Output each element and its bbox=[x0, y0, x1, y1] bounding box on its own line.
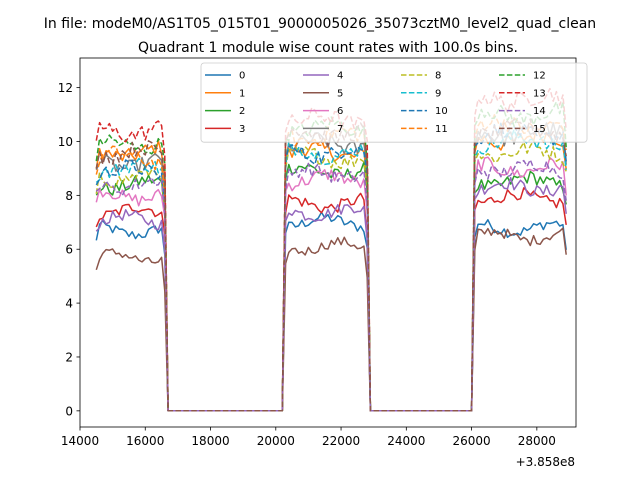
x-tick-label: 24000 bbox=[387, 434, 425, 448]
axes: 14000 16000 18000 20000 22000 24000 26000 28000… bbox=[58, 57, 577, 448]
x-tick-label: 22000 bbox=[322, 434, 360, 448]
legend-label-12: 12 bbox=[533, 71, 546, 82]
series-line-6 bbox=[95, 156, 567, 412]
series-line-9 bbox=[95, 128, 567, 412]
legend-label-11: 11 bbox=[435, 124, 448, 135]
x-tick-label: 16000 bbox=[126, 434, 164, 448]
series-line-0 bbox=[95, 211, 567, 412]
y-tick-label: 10 bbox=[58, 135, 73, 149]
legend-label-5: 5 bbox=[337, 88, 343, 99]
legend-label-14: 14 bbox=[533, 106, 546, 117]
x-tick-label: 20000 bbox=[257, 434, 295, 448]
legend-label-9: 9 bbox=[435, 88, 441, 99]
legend-label-6: 6 bbox=[337, 106, 343, 117]
y-tick-label: 12 bbox=[58, 81, 73, 95]
y-tick-label: 0 bbox=[65, 404, 73, 418]
figure-suptitle: In file: modeM0/AS1T05_015T01_9000005026… bbox=[44, 16, 596, 32]
legend-label-7: 7 bbox=[337, 124, 343, 135]
y-tick-label: 4 bbox=[65, 297, 73, 311]
x-tick-label: 14000 bbox=[61, 434, 99, 448]
axes-frame bbox=[79, 57, 577, 428]
series-line-8 bbox=[95, 139, 567, 412]
x-tick-label: 18000 bbox=[191, 434, 229, 448]
y-tick-label: 6 bbox=[65, 243, 73, 257]
x-axis-offset-label: +3.858e8 bbox=[516, 455, 575, 469]
legend-label-13: 13 bbox=[533, 88, 546, 99]
chart-title: Quadrant 1 module wise count rates with … bbox=[138, 40, 518, 56]
legend-box bbox=[200, 62, 588, 143]
y-tick-label: 8 bbox=[65, 189, 73, 203]
legend-label-2: 2 bbox=[239, 106, 245, 117]
legend-label-10: 10 bbox=[435, 106, 448, 117]
legend-label-0: 0 bbox=[239, 71, 245, 82]
series-line-4 bbox=[95, 176, 567, 412]
series-line-3 bbox=[95, 187, 567, 412]
legend-label-3: 3 bbox=[239, 124, 245, 135]
x-tick-label: 26000 bbox=[452, 434, 490, 448]
legend-label-15: 15 bbox=[533, 124, 546, 135]
series-line-5 bbox=[95, 227, 567, 412]
legend-label-1: 1 bbox=[239, 88, 245, 99]
series-line-14 bbox=[95, 159, 567, 412]
legend-label-8: 8 bbox=[435, 71, 441, 82]
x-tick-label: 28000 bbox=[518, 434, 556, 448]
y-tick-label: 2 bbox=[65, 350, 73, 364]
legend-label-4: 4 bbox=[337, 71, 343, 82]
